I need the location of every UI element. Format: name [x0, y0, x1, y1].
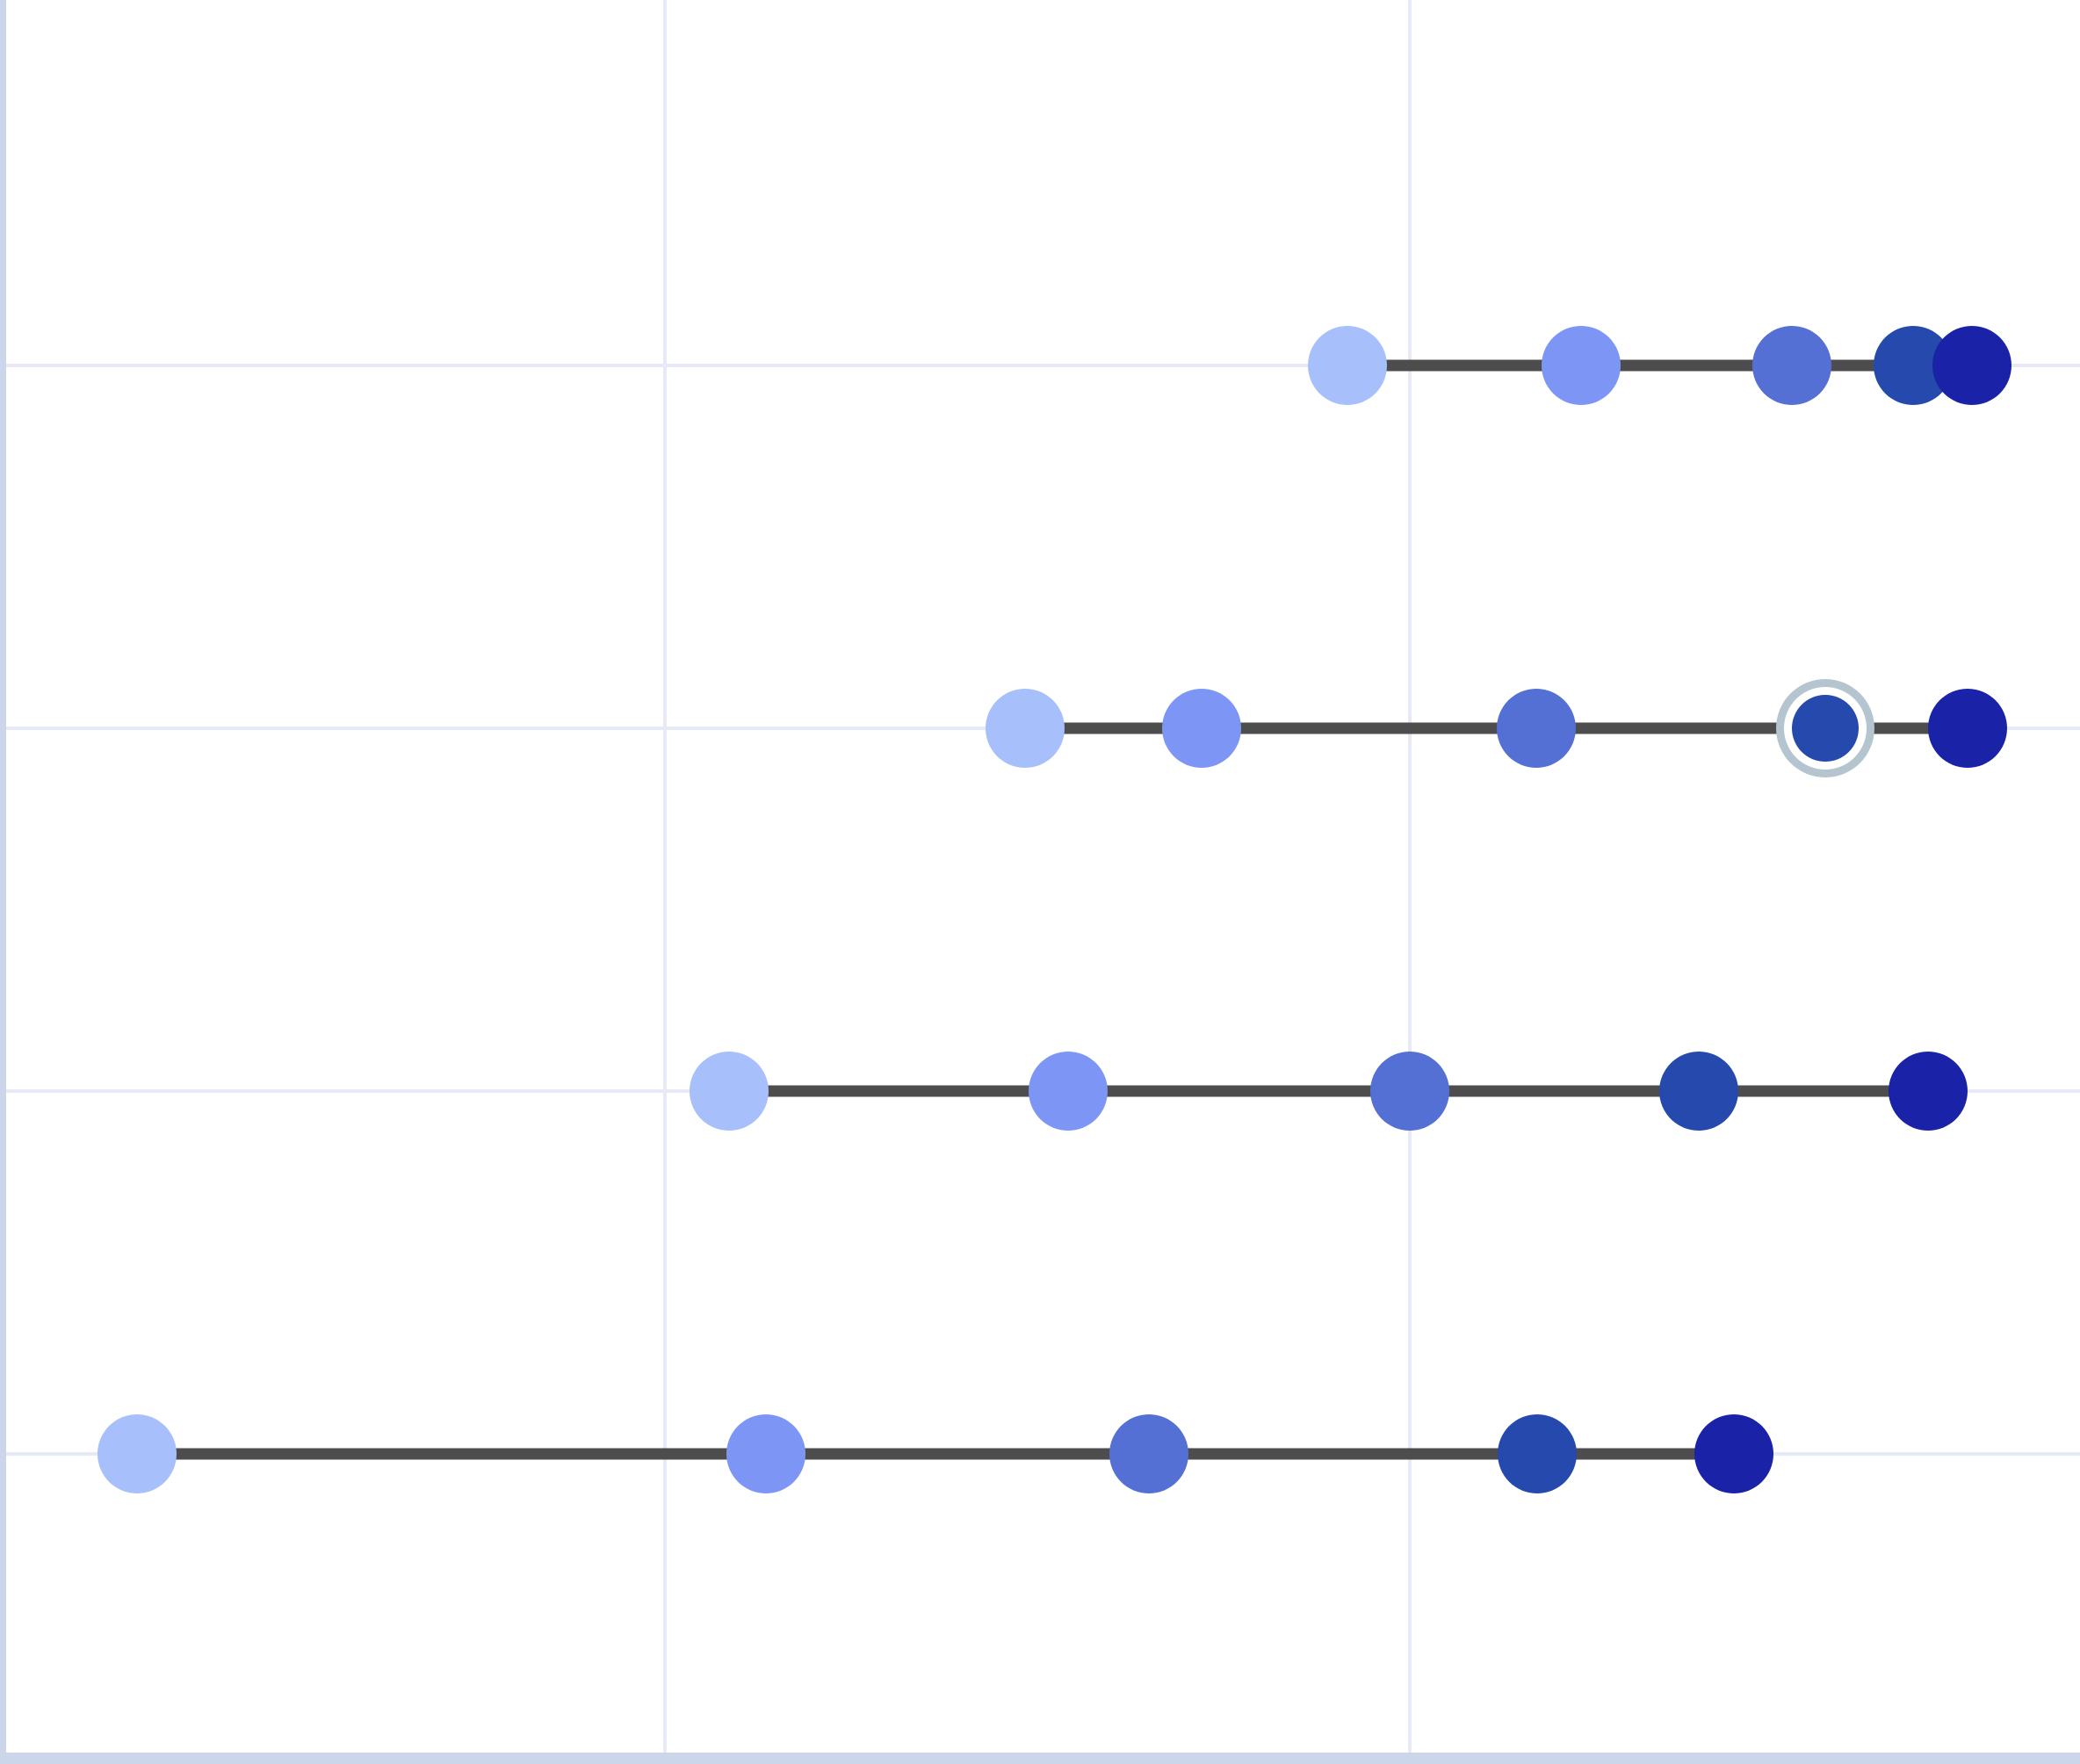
data-point[interactable] — [1109, 1414, 1188, 1493]
data-point[interactable] — [1889, 1052, 1968, 1131]
data-point[interactable] — [1542, 326, 1621, 405]
data-point[interactable] — [726, 1414, 805, 1493]
data-point[interactable] — [1497, 689, 1576, 768]
data-point[interactable] — [1752, 326, 1831, 405]
data-point[interactable] — [1029, 1052, 1108, 1131]
data-point-highlighted[interactable] — [1792, 695, 1859, 762]
data-point[interactable] — [98, 1414, 177, 1493]
x-axis-line — [0, 1753, 2080, 1764]
data-point[interactable] — [986, 689, 1065, 768]
data-point[interactable] — [1874, 326, 1953, 405]
data-point[interactable] — [1162, 689, 1241, 768]
y-axis-line — [0, 0, 6, 1764]
data-point[interactable] — [1370, 1052, 1449, 1131]
data-point[interactable] — [1932, 326, 2011, 405]
data-point[interactable] — [1498, 1414, 1577, 1493]
data-point[interactable] — [1659, 1052, 1738, 1131]
data-point[interactable] — [1694, 1414, 1773, 1493]
data-point[interactable] — [1308, 326, 1387, 405]
data-point[interactable] — [1928, 689, 2007, 768]
data-point[interactable] — [690, 1052, 769, 1131]
